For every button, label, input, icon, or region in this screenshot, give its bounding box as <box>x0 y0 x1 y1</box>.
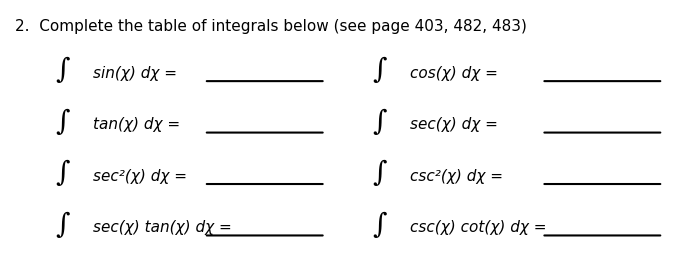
Text: ∫: ∫ <box>373 57 387 84</box>
Text: tan(χ) dχ =: tan(χ) dχ = <box>92 117 184 132</box>
Text: ∫: ∫ <box>56 160 70 187</box>
Text: sec²(χ) dχ =: sec²(χ) dχ = <box>92 169 191 184</box>
Text: ∫: ∫ <box>373 160 387 187</box>
Text: ∫: ∫ <box>56 212 70 239</box>
Text: sec(χ) tan(χ) dχ =: sec(χ) tan(χ) dχ = <box>92 220 236 235</box>
Text: ∫: ∫ <box>373 109 387 136</box>
Text: 2.  Complete the table of integrals below (see page 403, 482, 483): 2. Complete the table of integrals below… <box>15 20 527 34</box>
Text: csc²(χ) dχ =: csc²(χ) dχ = <box>410 169 508 184</box>
Text: cos(χ) dχ =: cos(χ) dχ = <box>410 66 502 81</box>
Text: sec(χ) dχ =: sec(χ) dχ = <box>410 117 502 132</box>
Text: ∫: ∫ <box>56 57 70 84</box>
Text: sin(χ) dχ =: sin(χ) dχ = <box>92 66 182 81</box>
Text: ∫: ∫ <box>373 212 387 239</box>
Text: ∫: ∫ <box>56 109 70 136</box>
Text: csc(χ) cot(χ) dχ =: csc(χ) cot(χ) dχ = <box>410 220 551 235</box>
